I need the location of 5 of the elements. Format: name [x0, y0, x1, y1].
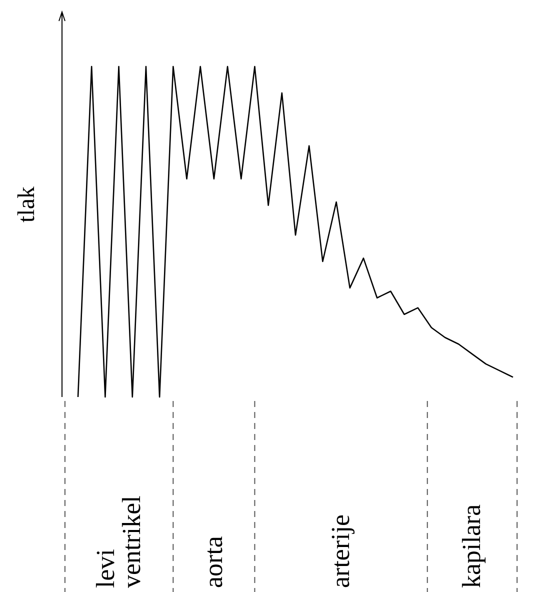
text: kapilara	[457, 504, 486, 588]
text: aorta	[198, 536, 228, 588]
text: arterije	[326, 514, 356, 588]
text: levi ventrikel	[91, 496, 146, 588]
y-axis-title: tlak	[14, 186, 40, 222]
